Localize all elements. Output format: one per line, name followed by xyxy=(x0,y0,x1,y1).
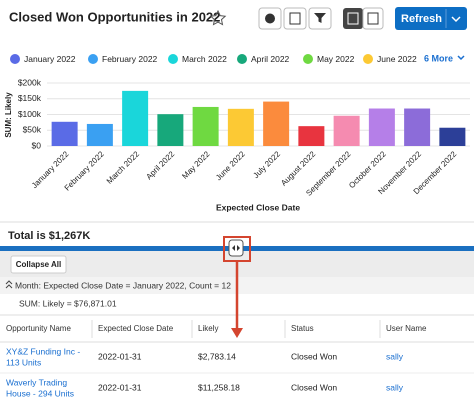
bar xyxy=(157,114,184,146)
dropdown-caret[interactable] xyxy=(451,16,461,23)
splitter-handle[interactable] xyxy=(228,239,244,257)
collapse-all-label: Collapse All xyxy=(16,260,62,269)
cell: 2022-01-31 xyxy=(98,382,142,392)
bar xyxy=(333,115,360,146)
cell: $11,258.18 xyxy=(198,382,240,392)
legend-label: January 2022 xyxy=(24,54,76,64)
legend-label: April 2022 xyxy=(251,54,290,64)
dashlet-title: Closed Won Opportunities in 2022 xyxy=(9,9,220,24)
bar xyxy=(51,121,78,146)
x-axis-title: Expected Close Date xyxy=(216,202,300,212)
legend-label: May 2022 xyxy=(317,54,355,64)
favorite-star[interactable] xyxy=(209,9,227,26)
y-tick-label: $50k xyxy=(23,125,42,135)
icon xyxy=(265,13,275,24)
legend-label: February 2022 xyxy=(102,54,158,64)
bar xyxy=(263,101,290,146)
layout-button[interactable] xyxy=(362,7,384,30)
bar xyxy=(439,127,466,146)
bar xyxy=(404,108,431,146)
more-caret xyxy=(457,55,465,61)
column-header: Opportunity Name xyxy=(6,324,71,333)
cell: 2022-01-31 xyxy=(98,351,142,361)
legend-swatch xyxy=(10,54,20,64)
column-header: Likely xyxy=(198,324,218,333)
legend-swatch xyxy=(363,54,373,64)
refresh-label: Refresh xyxy=(401,13,442,25)
column-header: User Name xyxy=(386,324,427,333)
opportunity-link[interactable]: XY&Z Funding Inc - xyxy=(6,346,80,356)
legend-swatch xyxy=(168,54,178,64)
bar xyxy=(227,108,254,146)
handle-arrows xyxy=(232,245,240,251)
legend-swatch xyxy=(303,54,313,64)
legend-label: June 2022 xyxy=(377,54,417,64)
refresh-button[interactable] xyxy=(395,7,467,30)
cell: Closed Won xyxy=(291,382,337,392)
legend-swatch xyxy=(237,54,247,64)
table-button[interactable] xyxy=(283,7,307,30)
highlight-box xyxy=(223,236,251,262)
icon xyxy=(314,13,326,23)
collapse-all-button[interactable] xyxy=(10,255,67,274)
group-label: Month: Expected Close Date = January 202… xyxy=(15,280,231,290)
y-tick-label: $200k xyxy=(18,77,42,87)
y-tick-label: $0 xyxy=(32,140,42,150)
bar xyxy=(298,126,325,146)
opportunity-link[interactable]: Waverly Trading xyxy=(6,377,67,387)
y-tick-label: $100k xyxy=(18,109,42,119)
opportunity-link[interactable]: House - 294 Units xyxy=(6,388,74,398)
user-link[interactable]: sally xyxy=(386,382,404,392)
icon xyxy=(367,12,379,25)
y-tick-label: $150k xyxy=(18,93,42,103)
group-sum: SUM: Likely = $76,871.01 xyxy=(19,298,117,308)
user-link[interactable]: sally xyxy=(386,351,404,361)
cell: $2,783.14 xyxy=(198,351,236,361)
column-header: Expected Close Date xyxy=(98,324,174,333)
arrow-head xyxy=(231,328,243,338)
y-axis-title: SUM: Likely xyxy=(4,92,13,138)
column-header: Status xyxy=(291,324,314,333)
total: Total is $1,267K xyxy=(8,230,90,242)
bar xyxy=(122,90,149,146)
records-table: Opportunity Name Expected Close Date Likel… xyxy=(6,320,427,398)
legend-swatch xyxy=(88,54,98,64)
group-toggle[interactable] xyxy=(5,280,13,289)
bar xyxy=(86,123,113,146)
cell: Closed Won xyxy=(291,351,337,361)
layout-button[interactable] xyxy=(343,8,363,29)
icon xyxy=(289,12,301,25)
bar xyxy=(368,108,395,146)
opportunity-link[interactable]: 113 Units xyxy=(6,357,41,367)
legend-label: March 2022 xyxy=(182,54,227,64)
toolbar: Refresh xyxy=(258,7,467,30)
bar xyxy=(192,106,219,146)
legend-more[interactable]: 6 More xyxy=(424,53,453,63)
icon xyxy=(347,12,359,25)
